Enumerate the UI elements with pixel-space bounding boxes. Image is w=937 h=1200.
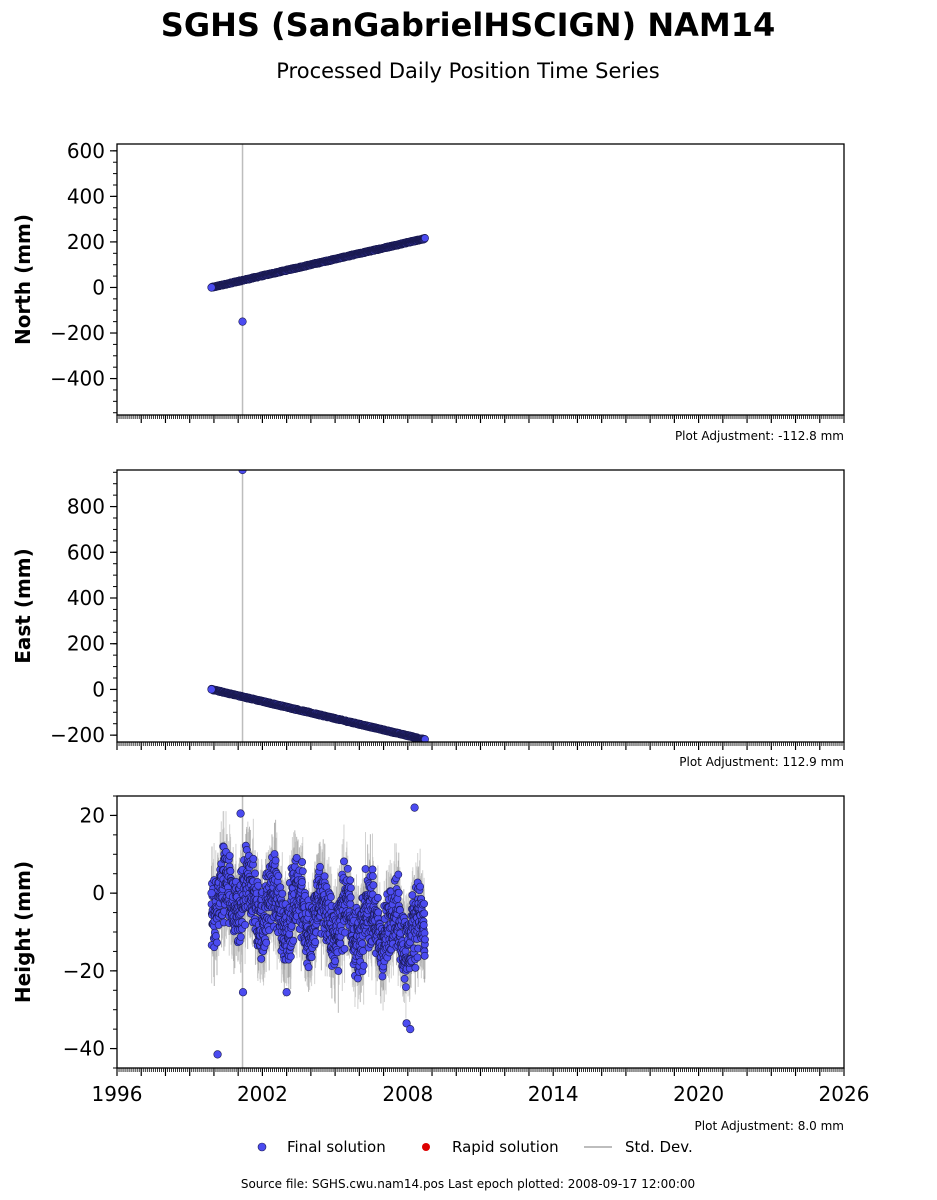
data-point: [421, 735, 429, 742]
y-tick-label: 200: [67, 230, 105, 254]
data-point: [292, 853, 301, 862]
north-panel: 600 400 200 0 −200 −400 North (mm) Plot Adjustm…: [11, 139, 845, 443]
y-tick-label: −200: [50, 321, 105, 345]
data-point: [225, 851, 234, 860]
y-tick-label: −400: [50, 367, 105, 391]
data-point: [236, 932, 245, 941]
north-plot-adjustment: Plot Adjustment: -112.8 mm: [675, 429, 844, 443]
y-tick-label: 0: [92, 677, 105, 701]
data-point: [421, 234, 429, 243]
north-axes-frame: [116, 143, 845, 416]
y-tick-label: 0: [92, 275, 105, 299]
data-point: [298, 858, 307, 866]
data-point: [286, 952, 295, 961]
east-panel: 800 600 400 200 0 −200 East (mm) Plot Adjustmen…: [11, 469, 845, 769]
data-point: [213, 938, 221, 947]
y-tick-label: 800: [67, 495, 105, 519]
height-points: [207, 803, 429, 1059]
data-point: [207, 283, 216, 292]
data-point: [262, 938, 271, 947]
data-point: [241, 920, 249, 929]
data-point: [212, 932, 220, 940]
chart-title: SGHS (SanGabrielHSCIGN) NAM14: [161, 6, 775, 44]
east-points: [207, 470, 429, 742]
data-point: [307, 953, 316, 962]
data-point: [340, 944, 349, 953]
data-point: [346, 884, 355, 892]
data-point: [251, 869, 259, 878]
y-tick-label: 200: [67, 632, 105, 656]
data-point: [254, 881, 263, 890]
data-point: [343, 864, 352, 873]
data-point: [274, 872, 283, 880]
data-point: [304, 963, 313, 972]
y-tick-label: −200: [50, 723, 105, 747]
data-point: [226, 867, 235, 875]
data-point: [316, 862, 324, 871]
data-point: [289, 936, 298, 945]
y-tick-label: 400: [67, 184, 105, 208]
east-plot-area: [207, 470, 429, 742]
outlier-point: [238, 317, 247, 326]
east-axis-label: East (mm): [11, 548, 35, 664]
east-axes-frame: [116, 469, 845, 743]
data-point: [353, 974, 362, 983]
data-point: [257, 954, 266, 963]
data-point: [340, 857, 348, 866]
y-tick-label: 600: [67, 540, 105, 564]
chart-subtitle: Processed Daily Position Time Series: [276, 59, 660, 83]
data-point: [298, 867, 307, 876]
data-point: [331, 957, 340, 966]
data-point: [346, 876, 355, 885]
north-points: [207, 233, 429, 326]
data-point: [298, 878, 306, 886]
y-tick-label: 600: [67, 139, 105, 163]
data-point: [271, 856, 280, 865]
north-plot-area: [207, 144, 429, 415]
data-point: [346, 893, 355, 902]
data-point: [270, 850, 279, 858]
height-plot-area: [207, 796, 429, 1068]
data-point: [276, 883, 285, 892]
east-plot-adjustment: Plot Adjustment: 112.9 mm: [679, 755, 844, 769]
data-point: [326, 893, 335, 901]
data-point: [311, 938, 320, 946]
y-tick-label: 400: [67, 586, 105, 610]
data-point: [334, 967, 343, 975]
data-point: [278, 889, 287, 898]
north-axis-label: North (mm): [11, 214, 35, 345]
data-point: [207, 685, 216, 694]
data-point: [249, 854, 258, 863]
